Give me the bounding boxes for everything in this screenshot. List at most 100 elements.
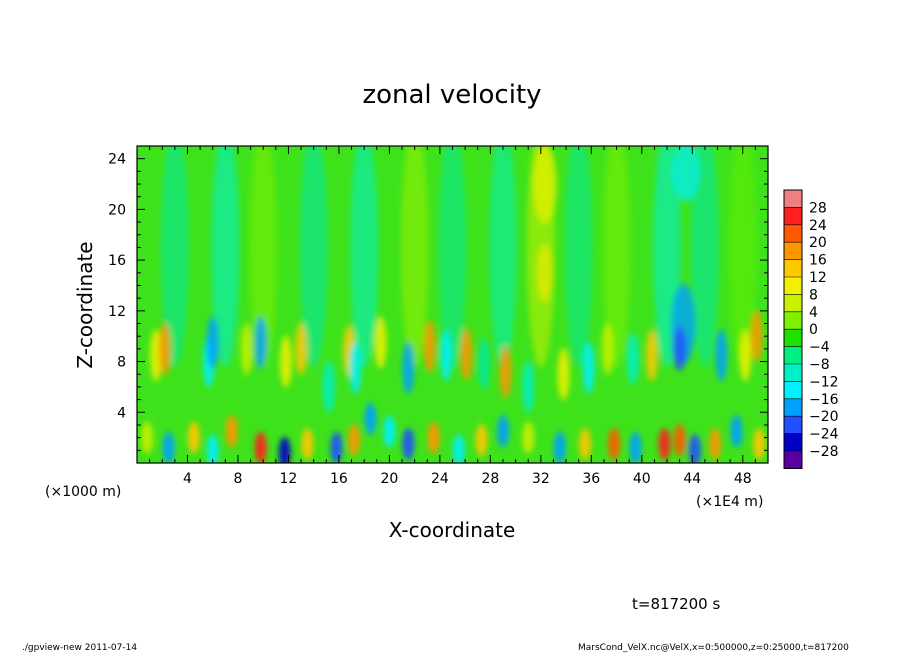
- x-tick-label: 16: [330, 471, 348, 487]
- field-patch: [141, 421, 154, 454]
- field-patch: [579, 427, 592, 460]
- field-patch: [608, 427, 621, 460]
- field-patch: [279, 335, 292, 388]
- field-patch: [658, 427, 671, 460]
- field-patch: [536, 242, 553, 303]
- y-tick-label: 8: [117, 355, 126, 371]
- x-tick-label: 28: [481, 471, 499, 487]
- colorbar-swatch: [784, 346, 802, 365]
- y-axis: 4 8 12 16 20 24: [108, 152, 768, 451]
- field-patch: [730, 415, 743, 448]
- field-patch: [400, 146, 429, 368]
- heatmap-plot: [137, 146, 768, 463]
- colorbar-label: 4: [809, 305, 818, 321]
- x-tick-label: 36: [582, 471, 600, 487]
- field-patch: [672, 326, 687, 371]
- field-patch: [532, 146, 557, 225]
- time-label: t=817200 s: [632, 595, 721, 613]
- x-unit-right: (×1E4 m): [696, 494, 763, 510]
- x-tick-label: 12: [280, 471, 298, 487]
- field-patch: [322, 360, 335, 413]
- y-axis-label: Z-coordinate: [73, 241, 97, 368]
- x-axis-label: X-coordinate: [389, 518, 516, 542]
- colorbar-swatch: [784, 207, 802, 226]
- field-patch: [708, 427, 721, 460]
- field-patch: [364, 402, 377, 435]
- field-patch: [240, 322, 253, 375]
- field-patch: [582, 341, 595, 394]
- x-tick-label: 44: [683, 471, 701, 487]
- field-patch: [645, 329, 658, 382]
- field-patch: [402, 427, 415, 460]
- colorbar-swatch: [784, 329, 802, 348]
- field-patch: [402, 341, 415, 394]
- field-patch: [427, 421, 440, 454]
- field-patch: [499, 345, 512, 398]
- field-patch: [522, 360, 535, 413]
- colorbar-label: 20: [809, 235, 827, 251]
- field-patch: [295, 322, 308, 375]
- colorbar-label: −12: [809, 374, 839, 390]
- colorbar-label: −20: [809, 409, 839, 425]
- field-patch: [601, 322, 614, 375]
- field-patch: [440, 329, 453, 382]
- colorbar-swatch: [784, 364, 802, 382]
- x-tick-label: 24: [431, 471, 449, 487]
- field-patch: [299, 146, 328, 368]
- field-patch: [750, 310, 763, 363]
- y-tick-label: 16: [108, 253, 126, 269]
- field-patch: [690, 146, 719, 368]
- field-patch: [496, 415, 509, 448]
- field-patch: [348, 424, 361, 457]
- field-patch: [254, 431, 267, 463]
- field-patch: [225, 415, 238, 448]
- x-tick-label: 40: [633, 471, 651, 487]
- field-patch: [460, 327, 473, 380]
- footer-program-date: ./gpview-new 2011-07-14: [22, 643, 138, 653]
- colorbar-swatch: [784, 311, 802, 330]
- y-tick-label: 12: [108, 304, 126, 320]
- field-patch: [715, 329, 728, 382]
- colorbar-swatch: [784, 259, 802, 278]
- field-patch: [739, 329, 752, 382]
- field-patch: [187, 421, 200, 454]
- field-patch: [557, 348, 570, 401]
- field-patch: [301, 427, 314, 460]
- field-patch: [374, 316, 387, 369]
- field-patch: [475, 424, 488, 457]
- field-patch: [753, 427, 766, 460]
- field-patch: [629, 431, 642, 463]
- field-patch: [149, 329, 162, 382]
- field-patch: [423, 320, 436, 373]
- x-unit-left: (×1000 m): [45, 484, 121, 500]
- field-patch: [349, 341, 362, 394]
- y-tick-label: 24: [108, 152, 126, 168]
- field-patch: [278, 436, 291, 463]
- colorbar-swatch: [784, 190, 802, 208]
- field-patch: [553, 431, 566, 463]
- x-axis: 4 8 12 16 20 24 28 32 36 40 44 48: [149, 146, 756, 487]
- field-patch: [160, 146, 189, 368]
- colorbar-label: −24: [809, 427, 839, 443]
- field-patch: [249, 146, 278, 368]
- field-patch: [488, 146, 517, 368]
- colorbar-label: −4: [809, 340, 830, 356]
- colorbar-label: 12: [809, 270, 827, 286]
- colorbar-swatch: [784, 242, 802, 261]
- field-patch: [350, 146, 379, 368]
- chart-title: zonal velocity: [362, 80, 541, 110]
- field-patch: [602, 146, 631, 368]
- field-patch: [673, 424, 686, 457]
- x-tick-label: 48: [734, 471, 752, 487]
- field-patch: [206, 316, 219, 369]
- colorbar-swatch: [784, 224, 802, 243]
- field-patch: [383, 415, 396, 448]
- field-patch: [158, 322, 171, 375]
- colorbar-label: 8: [809, 287, 818, 303]
- field-patch: [330, 431, 343, 463]
- field-patch: [254, 316, 267, 369]
- field-patch: [438, 146, 467, 368]
- colorbar-swatch: [784, 294, 802, 313]
